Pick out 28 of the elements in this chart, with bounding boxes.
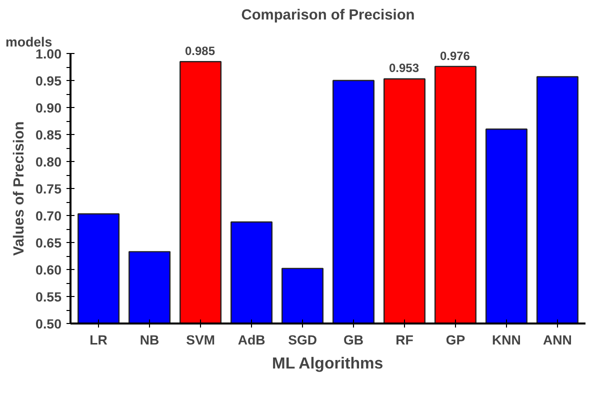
y-tick-label: 0.50 — [36, 316, 62, 332]
data-label: 0.953 — [388, 61, 419, 76]
x-tick-label: GP — [446, 332, 466, 348]
y-tick-label: 0.90 — [36, 100, 62, 116]
x-tick-label: SVM — [186, 332, 215, 348]
y-tick-label: 0.65 — [36, 236, 62, 250]
y-axis-title: Values of Precision — [12, 121, 28, 256]
y-tick-label: 0.80 — [36, 154, 62, 170]
x-tick-label: ANN — [543, 332, 572, 348]
data-label: 0.976 — [440, 48, 470, 63]
x-tick-label: SGD — [288, 332, 318, 348]
x-tick-label: KNN — [492, 332, 521, 348]
y-tick-label: 0.55 — [36, 290, 62, 304]
x-tick-label: LR — [90, 332, 108, 348]
x-tick-label: GB — [344, 332, 364, 348]
x-tick-label: AdB — [238, 332, 266, 348]
text: models — [6, 34, 52, 50]
y-tick-label: 0.85 — [36, 128, 62, 142]
y-tick-label: 1.00 — [36, 46, 62, 62]
x-axis-title: ML Algorithms — [272, 356, 384, 372]
x-tick-label: RF — [396, 332, 414, 348]
data-label: 0.985 — [185, 44, 216, 58]
y-tick-label: 0.60 — [36, 262, 62, 278]
y-tick-label: 0.95 — [36, 74, 62, 88]
y-tick-label: 0.75 — [36, 182, 62, 196]
x-tick-label: NB — [140, 332, 160, 348]
chart-title: Comparison of Precision — [241, 8, 415, 24]
y-tick-label: 0.70 — [36, 208, 62, 224]
